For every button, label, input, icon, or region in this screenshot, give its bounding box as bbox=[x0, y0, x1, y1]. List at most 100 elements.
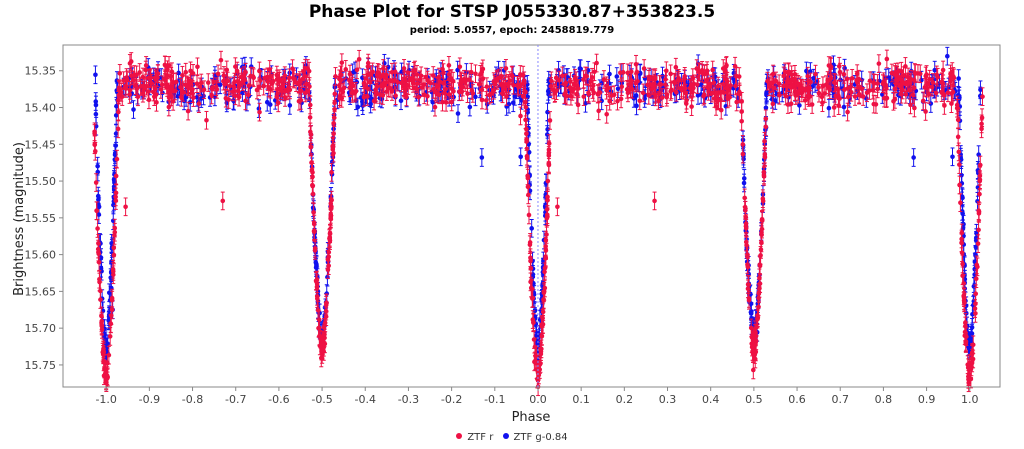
data-point-ztf-g bbox=[114, 78, 120, 83]
data-point-ztf-g bbox=[911, 155, 916, 160]
data-point-ztf-r bbox=[415, 81, 420, 86]
data-point-ztf-r bbox=[913, 71, 918, 76]
data-point-ztf-r bbox=[140, 90, 146, 96]
data-point-ztf-g bbox=[525, 94, 530, 99]
data-point-ztf-r bbox=[387, 86, 393, 91]
data-point-ztf-g bbox=[811, 75, 817, 81]
data-point-ztf-g bbox=[176, 70, 181, 76]
data-point-ztf-r bbox=[852, 94, 858, 99]
data-point-ztf-r bbox=[596, 108, 601, 114]
data-point-ztf-r bbox=[393, 93, 398, 98]
data-point-ztf-r bbox=[392, 69, 398, 75]
data-point-ztf-r bbox=[257, 109, 262, 115]
data-point-ztf-r bbox=[871, 101, 877, 107]
data-point-ztf-g bbox=[526, 150, 532, 155]
data-point-ztf-g bbox=[607, 71, 612, 77]
data-point-ztf-g bbox=[841, 104, 847, 110]
data-point-ztf-g bbox=[956, 76, 961, 81]
data-point-ztf-r bbox=[960, 261, 965, 267]
data-point-ztf-r bbox=[844, 76, 850, 82]
data-point-ztf-r bbox=[837, 69, 843, 75]
data-point-ztf-r bbox=[371, 98, 377, 104]
data-point-ztf-r bbox=[311, 210, 316, 215]
data-point-ztf-r bbox=[227, 83, 233, 89]
data-point-ztf-g bbox=[826, 105, 832, 111]
data-layer bbox=[92, 46, 985, 397]
data-point-ztf-r bbox=[836, 63, 842, 69]
data-point-ztf-r bbox=[646, 93, 652, 98]
data-point-ztf-g bbox=[267, 102, 273, 107]
data-point-ztf-r bbox=[777, 92, 782, 98]
data-point-ztf-g bbox=[95, 193, 101, 199]
data-point-ztf-g bbox=[634, 103, 639, 109]
data-point-ztf-r bbox=[213, 84, 219, 89]
data-point-ztf-r bbox=[487, 92, 492, 98]
data-point-ztf-r bbox=[329, 170, 334, 175]
data-point-ztf-r bbox=[215, 71, 221, 77]
data-point-ztf-r bbox=[601, 77, 607, 82]
data-point-ztf-g bbox=[93, 111, 99, 117]
data-point-ztf-r bbox=[194, 81, 200, 87]
data-point-ztf-r bbox=[504, 94, 509, 99]
data-point-ztf-g bbox=[763, 105, 769, 111]
data-point-ztf-r bbox=[346, 77, 352, 83]
data-point-ztf-g bbox=[934, 84, 940, 90]
data-point-ztf-r bbox=[560, 73, 565, 79]
data-point-ztf-g bbox=[797, 103, 802, 108]
data-point-ztf-r bbox=[845, 94, 851, 100]
data-point-ztf-g bbox=[880, 92, 885, 97]
data-point-ztf-r bbox=[274, 72, 280, 78]
data-point-ztf-g bbox=[96, 204, 102, 210]
data-point-ztf-g bbox=[201, 93, 206, 99]
data-point-ztf-r bbox=[656, 98, 661, 103]
data-point-ztf-r bbox=[920, 98, 926, 104]
data-point-ztf-r bbox=[188, 68, 193, 74]
data-point-ztf-g bbox=[95, 169, 101, 175]
data-point-ztf-r bbox=[820, 83, 826, 89]
data-point-ztf-r bbox=[816, 85, 821, 90]
data-point-ztf-r bbox=[440, 99, 445, 105]
data-point-ztf-r bbox=[354, 67, 360, 73]
data-point-ztf-g bbox=[695, 93, 701, 98]
data-point-ztf-r bbox=[440, 66, 445, 72]
data-point-ztf-g bbox=[614, 74, 620, 79]
data-point-ztf-r bbox=[933, 90, 939, 96]
data-point-ztf-r bbox=[828, 75, 834, 81]
data-point-ztf-r bbox=[762, 138, 767, 144]
data-point-ztf-r bbox=[813, 71, 818, 77]
data-point-ztf-r bbox=[776, 81, 782, 87]
data-point-ztf-r bbox=[832, 80, 838, 86]
data-point-ztf-r bbox=[365, 60, 371, 66]
data-point-ztf-r bbox=[831, 105, 837, 110]
data-point-ztf-r bbox=[197, 84, 203, 90]
data-point-ztf-r bbox=[473, 71, 478, 77]
data-point-ztf-g bbox=[530, 274, 536, 280]
data-point-ztf-r bbox=[243, 98, 248, 104]
data-point-ztf-r bbox=[224, 67, 230, 73]
data-point-ztf-g bbox=[945, 53, 950, 59]
data-point-ztf-r bbox=[619, 84, 625, 90]
data-point-ztf-r bbox=[133, 83, 139, 88]
data-point-ztf-g bbox=[741, 176, 747, 181]
data-point-ztf-r bbox=[484, 98, 489, 103]
data-point-ztf-r bbox=[503, 66, 509, 71]
data-point-ztf-r bbox=[142, 85, 148, 91]
data-point-ztf-r bbox=[581, 94, 587, 99]
data-point-ztf-g bbox=[545, 109, 550, 115]
data-point-ztf-r bbox=[892, 97, 898, 102]
data-point-ztf-g bbox=[98, 265, 104, 271]
data-point-ztf-g bbox=[741, 156, 746, 162]
data-point-ztf-r bbox=[867, 88, 872, 93]
data-point-ztf-g bbox=[382, 60, 387, 66]
data-point-ztf-g bbox=[479, 155, 485, 160]
data-point-ztf-g bbox=[355, 104, 361, 110]
data-point-ztf-r bbox=[159, 82, 165, 87]
data-point-ztf-r bbox=[492, 81, 498, 87]
data-point-ztf-g bbox=[966, 346, 972, 352]
data-point-ztf-g bbox=[518, 154, 524, 160]
data-point-ztf-r bbox=[845, 109, 850, 115]
data-point-ztf-r bbox=[827, 87, 833, 93]
data-point-ztf-r bbox=[640, 90, 646, 96]
data-point-ztf-g bbox=[473, 94, 478, 100]
data-point-ztf-r bbox=[127, 92, 132, 97]
